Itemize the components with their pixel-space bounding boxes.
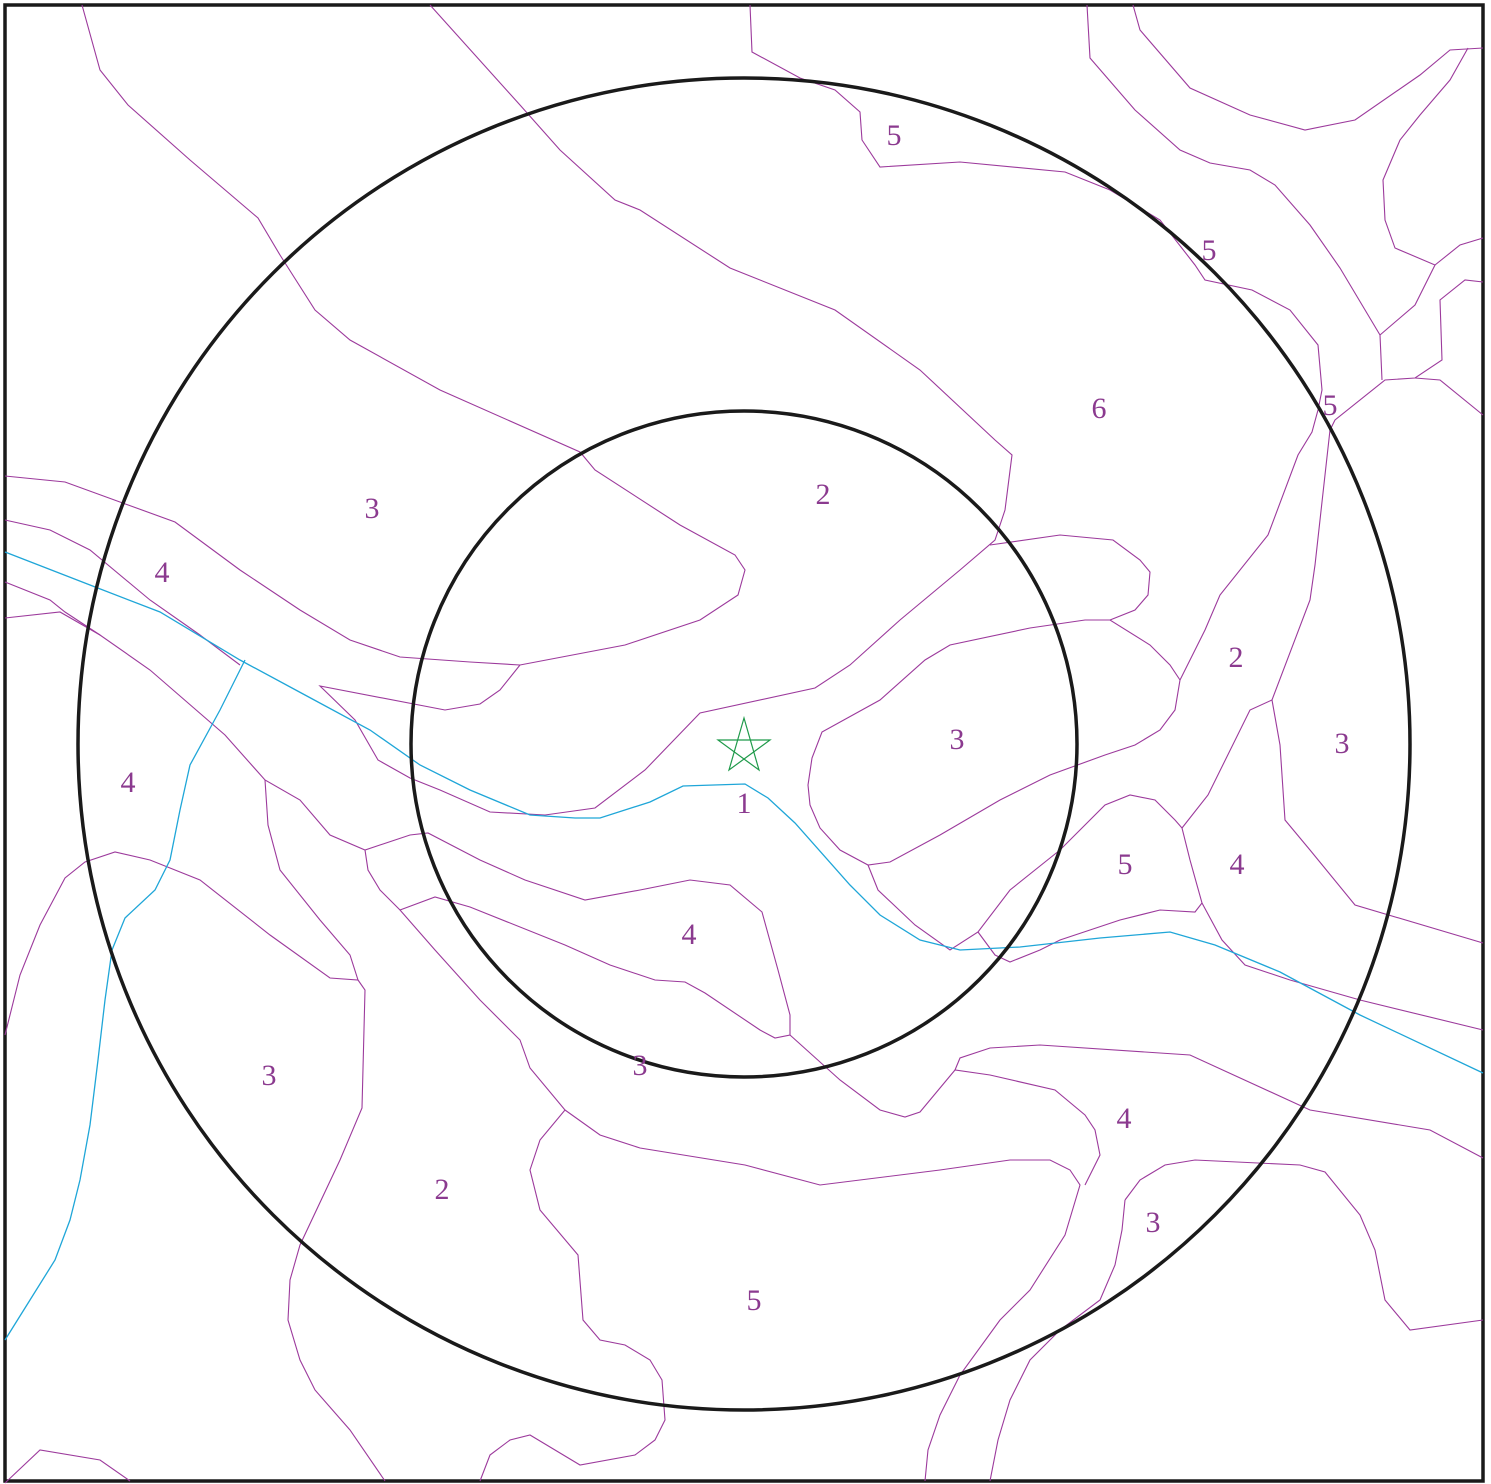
zone-boundary [318,4,1013,816]
zone-boundary [564,1109,1081,1482]
river-main-channel [4,551,1484,1074]
zone-label: 4 [1230,848,1245,881]
zone-boundary [749,4,1323,866]
zone-boundary [4,611,101,636]
zone-boundary [954,1044,1484,1159]
river-tributary [4,659,246,1341]
zone-label: 5 [887,119,902,152]
zone-label: 2 [1229,641,1244,674]
river [4,551,1484,1341]
zone-boundary [1414,377,1484,416]
zone-boundary [4,1449,131,1484]
map-frame [3,3,1485,1483]
zone-label: 4 [1117,1102,1132,1135]
zone-label: 4 [155,556,170,589]
zone-label: 3 [262,1059,277,1092]
zone-label: 4 [682,918,697,951]
zone-label: 5 [1202,234,1217,267]
zone-label: 3 [633,1049,648,1082]
zone-label: 5 [1118,848,1133,881]
zone-boundary [1434,237,1484,266]
zone-boundary [1201,902,1484,1031]
zone-boundary [4,519,241,666]
zone-boundary [1271,699,1484,944]
zone-label: 6 [1092,392,1107,425]
zone-label: 4 [121,766,136,799]
zone-label: 5 [747,1284,762,1317]
zone-boundary [4,4,746,666]
zone-boundary [989,1199,1126,1482]
zone-boundary [399,909,666,1482]
zone-label: 5 [1323,389,1338,422]
zone-boundary [789,1034,1101,1186]
zone-boundary [1132,4,1484,131]
zone-label: 2 [816,478,831,511]
zone-labels: 5 5 5 6 2 3 4 2 3 3 1 4 4 5 4 3 3 4 2 3 … [121,119,1350,1317]
zone-boundary [1379,47,1469,336]
zone-boundaries [4,4,1484,1484]
zone-boundary [287,979,386,1482]
zone-label: 1 [737,787,752,820]
star-icon [716,715,772,772]
zone-label: 3 [365,492,380,525]
zone-label: 3 [1335,727,1350,760]
zone-boundary [1086,4,1383,381]
zone-boundary [1181,279,1484,829]
zone-label: 3 [950,723,965,756]
zone-label: 2 [435,1173,450,1206]
zone-boundary [989,534,1151,621]
zone-label: 3 [1146,1206,1161,1239]
outer-ring [76,76,1412,1412]
zone-boundary [4,779,359,1036]
inner-ring [409,409,1079,1079]
zone-boundary [4,581,791,1039]
zone-boundary [867,794,1203,963]
zone-boundary [1124,1159,1484,1331]
